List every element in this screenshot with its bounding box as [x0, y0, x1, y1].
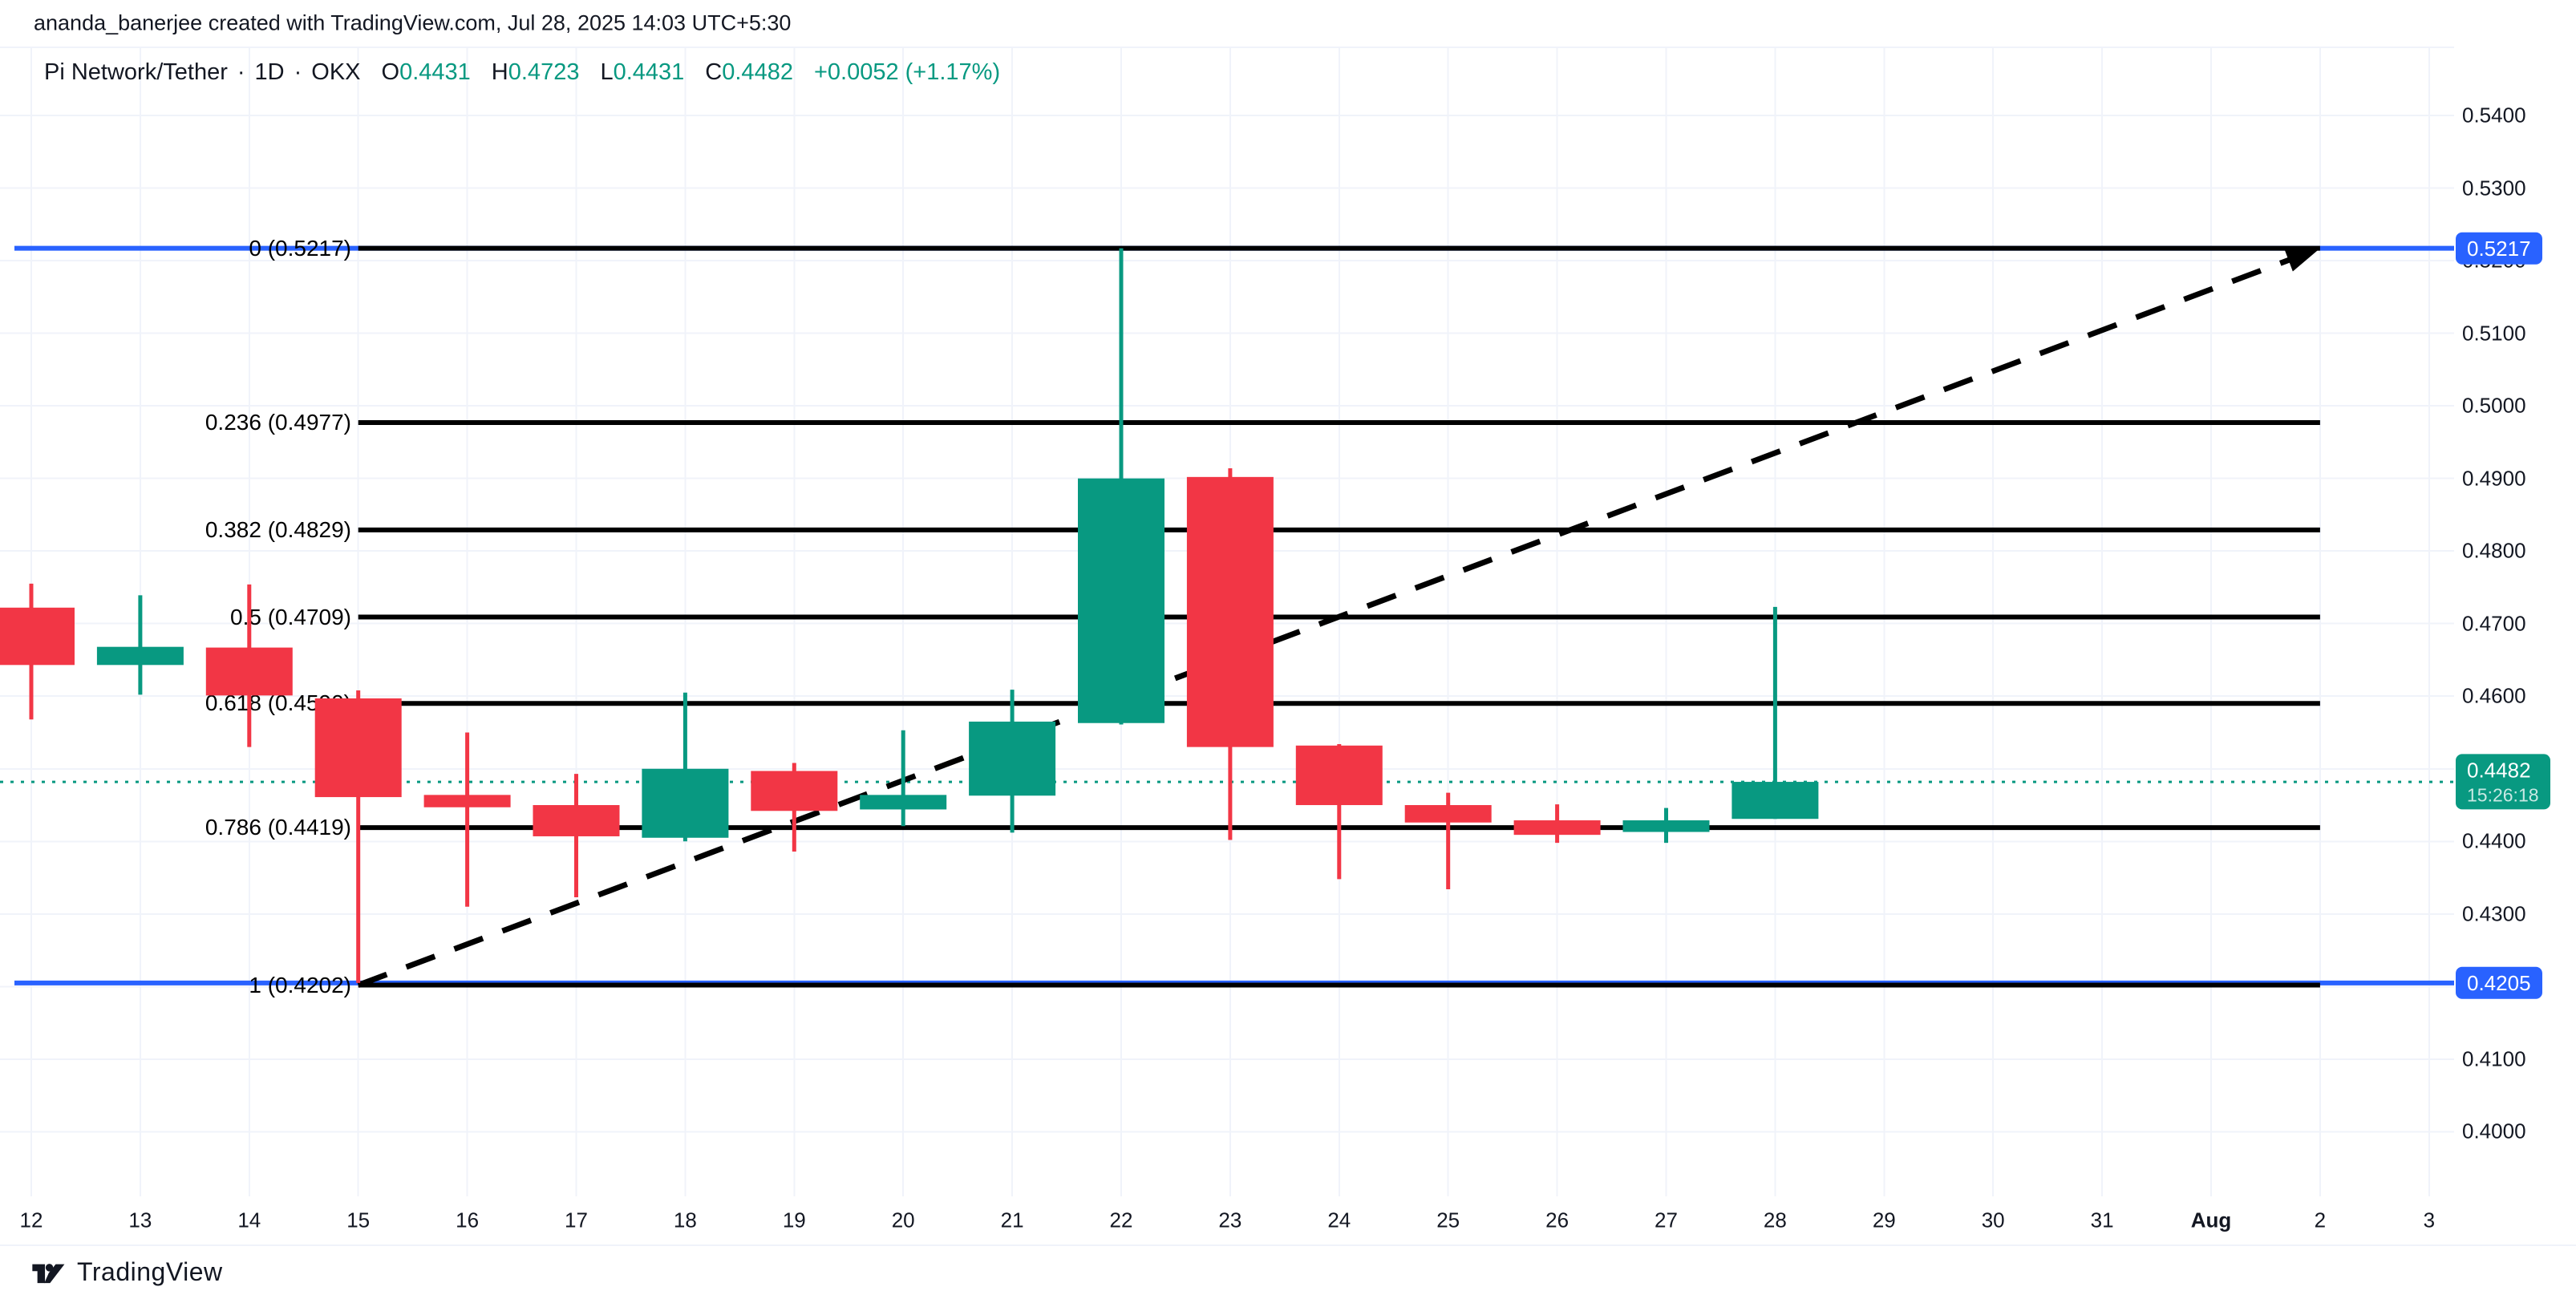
tradingview-logo-text: TradingView — [77, 1257, 223, 1286]
footer-bar: TradingView — [0, 1246, 2576, 1299]
panel-top-separator — [0, 47, 2576, 48]
time-tick-label: 21 — [1000, 1208, 1024, 1232]
legend-separator: · — [237, 59, 245, 85]
time-tick-label: 29 — [1872, 1208, 1896, 1232]
symbol-legend: Pi Network/Tether · 1D · OKX O0.4431 H0.… — [44, 59, 1000, 86]
candle-jul-20[interactable] — [860, 730, 947, 827]
time-tick-label: 3 — [2423, 1208, 2436, 1232]
price-tick-label: 0.4000 — [2462, 1119, 2526, 1143]
time-tick-label: 20 — [891, 1208, 915, 1232]
time-tick-label: 25 — [1436, 1208, 1460, 1232]
time-axis[interactable]: 12 13 14 15 16 17 18 19 20 21 22 23 24 25 26 27 28 29 30 31… — [0, 1196, 2576, 1244]
time-tick-label: 2 — [2314, 1208, 2327, 1232]
candle-jul-22[interactable] — [1078, 248, 1164, 725]
candle-jul-21[interactable] — [969, 690, 1056, 833]
time-tick-label: 16 — [456, 1208, 480, 1232]
legend-symbol[interactable]: Pi Network/Tether — [44, 59, 228, 85]
candle-jul-26[interactable] — [1513, 804, 1601, 844]
price-tick-label: 0.4600 — [2462, 683, 2526, 708]
price-tick-label: 0.4300 — [2462, 901, 2526, 926]
price-tick-label: 0.5300 — [2462, 176, 2526, 200]
legend-open: O0.4431 — [381, 59, 471, 85]
time-tick-label: 27 — [1655, 1208, 1678, 1232]
time-tick-label: 30 — [1981, 1208, 2005, 1232]
time-tick-label: 22 — [1109, 1208, 1133, 1232]
chart-plot-area[interactable]: 0 (0.5217) 0.236 (0.4977) 0.382 (0.4829) 0.… — [0, 0, 2454, 1196]
time-tick-label: 31 — [2090, 1208, 2114, 1232]
legend-low: L0.4431 — [600, 59, 685, 85]
price-tick-label: 0.5100 — [2462, 321, 2526, 346]
fib-level-label: 1 (0.4202) — [249, 972, 351, 998]
candle-jul-18[interactable] — [642, 692, 729, 842]
time-axis-bottom-separator — [0, 1244, 2576, 1246]
fib-level-label: 0.618 (0.4590) — [205, 690, 351, 716]
candle-jul-27[interactable] — [1622, 807, 1710, 844]
price-tick-label: 0.4800 — [2462, 538, 2526, 563]
price-line-label: 0.5217 — [2456, 232, 2542, 265]
time-tick-label: 13 — [128, 1208, 152, 1232]
legend-close: C0.4482 — [705, 59, 793, 85]
legend-exchange: OKX — [311, 59, 361, 85]
time-tick-label: 14 — [237, 1208, 261, 1232]
price-tick-label: 0.4100 — [2462, 1046, 2526, 1071]
fib-level-label: 0.382 (0.4829) — [205, 516, 351, 542]
fib-level-label: 0 (0.5217) — [249, 235, 351, 261]
tradingview-logo[interactable]: TradingView — [30, 1256, 223, 1288]
price-tick-label: 0.4700 — [2462, 611, 2526, 636]
fib-level-label: 0.236 (0.4977) — [205, 409, 351, 435]
price-axis[interactable]: 0.54000.53000.52000.51000.50000.49000.48… — [2454, 47, 2576, 1196]
attribution-text: ananda_banerjee created with TradingView… — [34, 10, 792, 35]
price-tick-label: 0.5000 — [2462, 393, 2526, 418]
candles-layer — [0, 248, 1819, 983]
time-tick-label: 19 — [782, 1208, 806, 1232]
time-tick-label: 28 — [1763, 1208, 1787, 1232]
fib-level-label: 0.786 (0.4419) — [205, 815, 351, 840]
price-tick-label: 0.4900 — [2462, 466, 2526, 491]
trend-line[interactable] — [357, 249, 2311, 988]
time-tick-label: 15 — [346, 1208, 371, 1232]
candle-jul-19[interactable] — [751, 763, 838, 852]
price-tick-label: 0.5400 — [2462, 103, 2526, 127]
legend-separator: · — [294, 59, 302, 85]
current-price-label: 0.4482 15:26:18 — [2456, 754, 2550, 810]
candle-jul-28[interactable] — [1732, 606, 1819, 819]
time-tick-label: 26 — [1545, 1208, 1569, 1232]
candle-jul-16[interactable] — [423, 732, 511, 907]
candle-jul-23[interactable] — [1186, 467, 1274, 840]
attribution-bar: ananda_banerjee created with TradingView… — [0, 0, 2576, 47]
legend-change: +0.0052 (+1.17%) — [813, 59, 1001, 85]
price-line-label: 0.4205 — [2456, 966, 2542, 1000]
tradingview-logo-icon — [32, 1264, 65, 1284]
legend-interval[interactable]: 1D — [254, 59, 285, 85]
candle-jul-17[interactable] — [533, 774, 620, 898]
candle-jul-24[interactable] — [1295, 743, 1383, 880]
time-tick-label: 17 — [565, 1208, 588, 1232]
time-tick-label: 24 — [1327, 1208, 1351, 1232]
time-tick-label: 12 — [19, 1208, 43, 1232]
price-tick-label: 0.4400 — [2462, 828, 2526, 853]
time-tick-label: 23 — [1218, 1208, 1242, 1232]
time-tick-label: Aug — [2190, 1208, 2232, 1232]
candle-jul-25[interactable] — [1404, 792, 1492, 890]
legend-high: H0.4723 — [491, 59, 580, 85]
time-tick-label: 18 — [673, 1208, 697, 1232]
